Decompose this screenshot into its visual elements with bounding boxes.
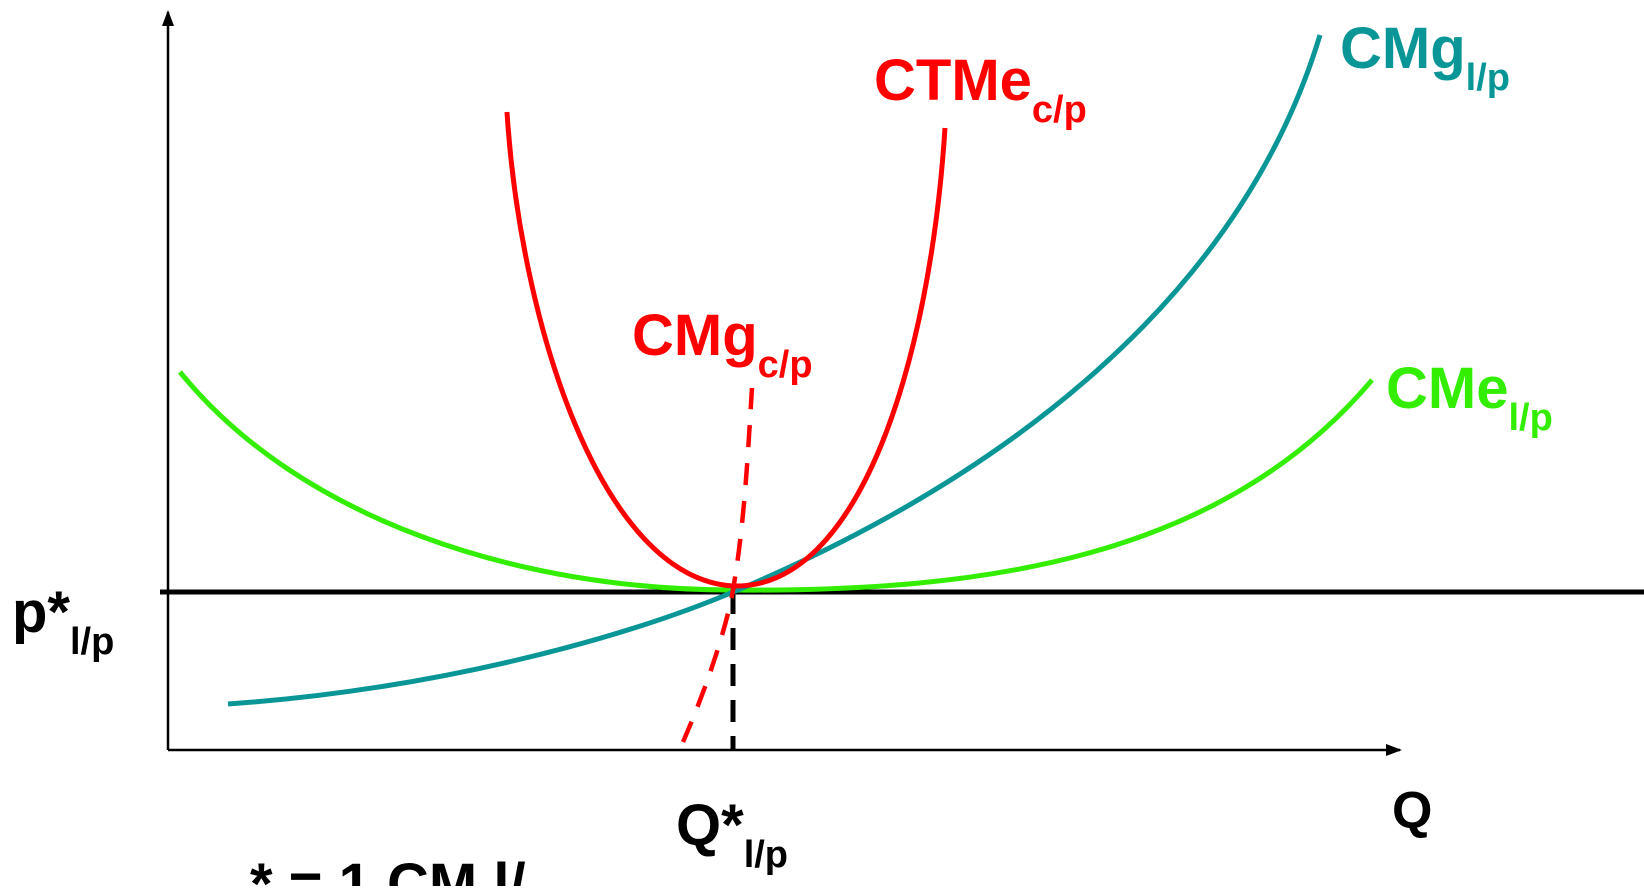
cme-lp-label: CMel/p bbox=[1386, 356, 1553, 439]
ctme-cp-label: CTMec/p bbox=[874, 48, 1087, 131]
cmg-lp-label: CMgl/p bbox=[1340, 16, 1510, 99]
cmg-cp-curve bbox=[680, 387, 755, 743]
cmg-cp-label: CMgc/p bbox=[632, 303, 813, 386]
q-star-label: Q*l/p bbox=[676, 793, 788, 876]
p-star-label: p*l/p bbox=[12, 580, 114, 663]
q-axis-label: Q bbox=[1392, 782, 1432, 840]
cme-lp-curve bbox=[178, 370, 1374, 593]
bottom-cut-text: * = 1 CM l/ bbox=[250, 852, 526, 886]
